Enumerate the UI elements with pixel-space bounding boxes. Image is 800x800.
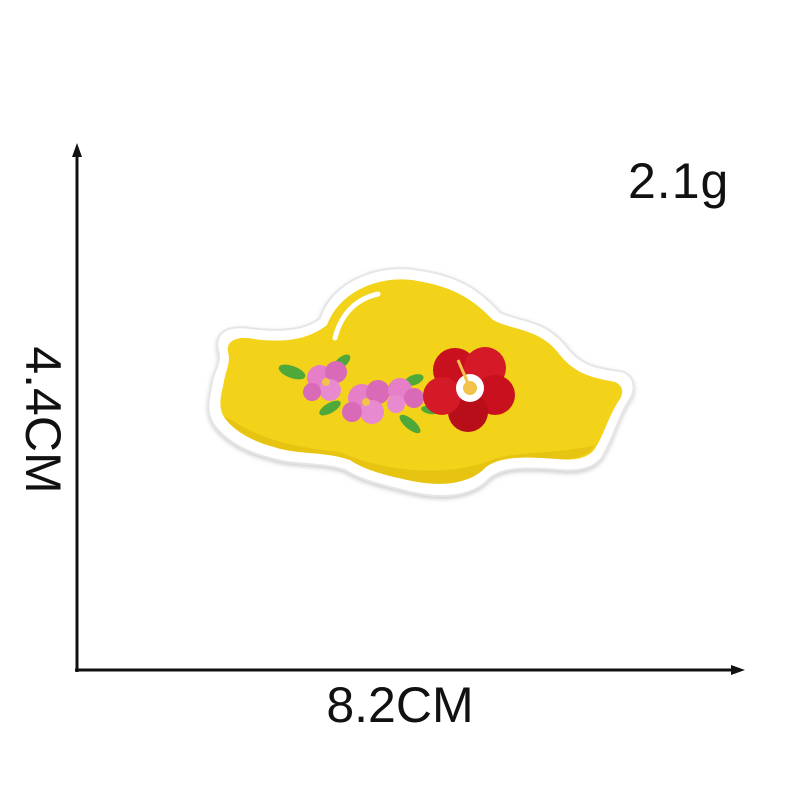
hat-brim-shade: [224, 417, 594, 484]
width-label: 8.2CM: [326, 677, 474, 733]
arrow-up-icon: [72, 143, 82, 157]
pink-flower-2: [342, 380, 390, 424]
arrow-right-icon: [731, 665, 745, 675]
height-label: 4.4CM: [15, 346, 71, 494]
weight-label: 2.1g: [628, 153, 730, 209]
red-flower: [423, 347, 515, 432]
hat-body: [220, 279, 623, 484]
hat-patch-image: [207, 267, 635, 497]
pink-flower-3: [387, 378, 424, 413]
pink-flower-1: [303, 361, 347, 401]
crown-highlight: [332, 291, 381, 341]
